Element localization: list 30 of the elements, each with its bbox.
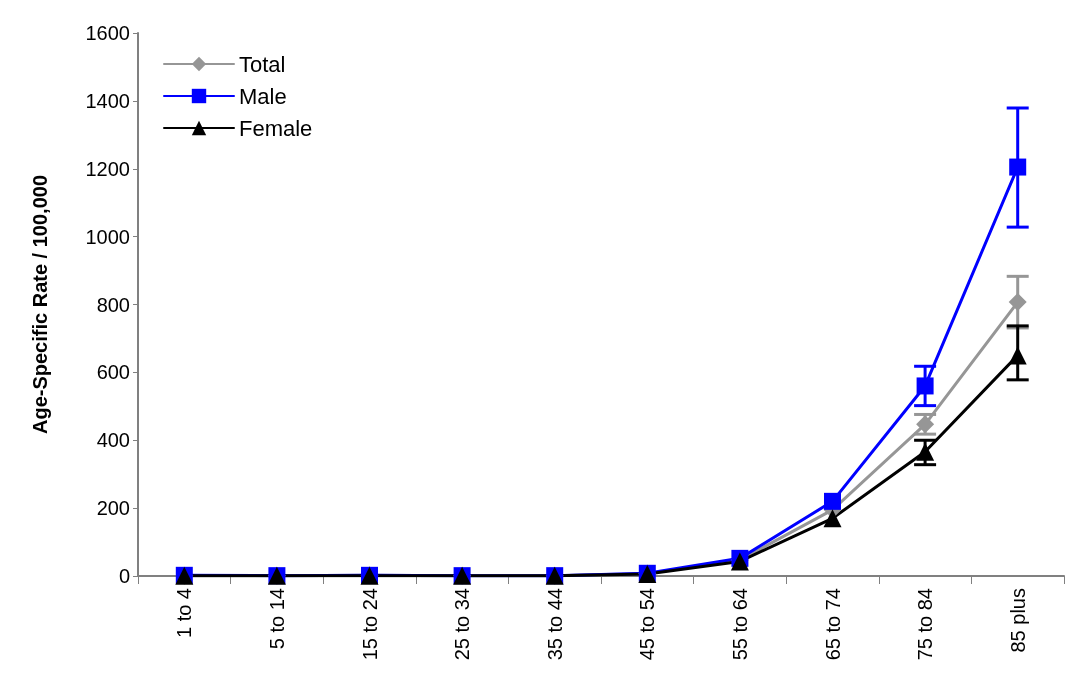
point [1008,346,1027,365]
y-tick-label: 200 [96,497,130,520]
legend-label: Total [239,51,286,77]
point [823,509,842,528]
x-tick-label: 5 to 14 [265,588,288,650]
legend-label: Female [239,115,313,141]
x-tick-label: 45 to 54 [636,588,659,661]
y-tick-label: 1200 [85,157,130,180]
x-tick-label: 15 to 24 [358,588,381,661]
y-tick-label: 400 [96,429,130,452]
x-tick-label: 75 to 84 [914,588,937,661]
point [824,492,841,510]
y-axis-title: Age-Specific Rate / 100,000 [29,174,51,435]
x-tick-label: 35 to 44 [543,588,566,661]
x-tick-label: 1 to 4 [173,588,196,639]
x-tick-label: 65 to 74 [821,588,844,661]
y-tick-label: 1400 [85,89,130,112]
x-tick-label: 25 to 34 [451,588,474,661]
y-tick-label: 1000 [85,225,130,248]
y-tick-label: 0 [118,565,130,587]
point [1009,158,1027,176]
point [916,377,934,395]
x-tick-label: 55 to 64 [728,588,751,661]
point [1008,293,1027,312]
y-tick-label: 1600 [85,22,130,44]
legend-label: Male [239,83,287,109]
y-tick-label: 800 [96,293,130,316]
x-tick-label: 85 plus [1006,588,1029,653]
y-tick-label: 600 [96,361,130,384]
point [916,442,935,461]
